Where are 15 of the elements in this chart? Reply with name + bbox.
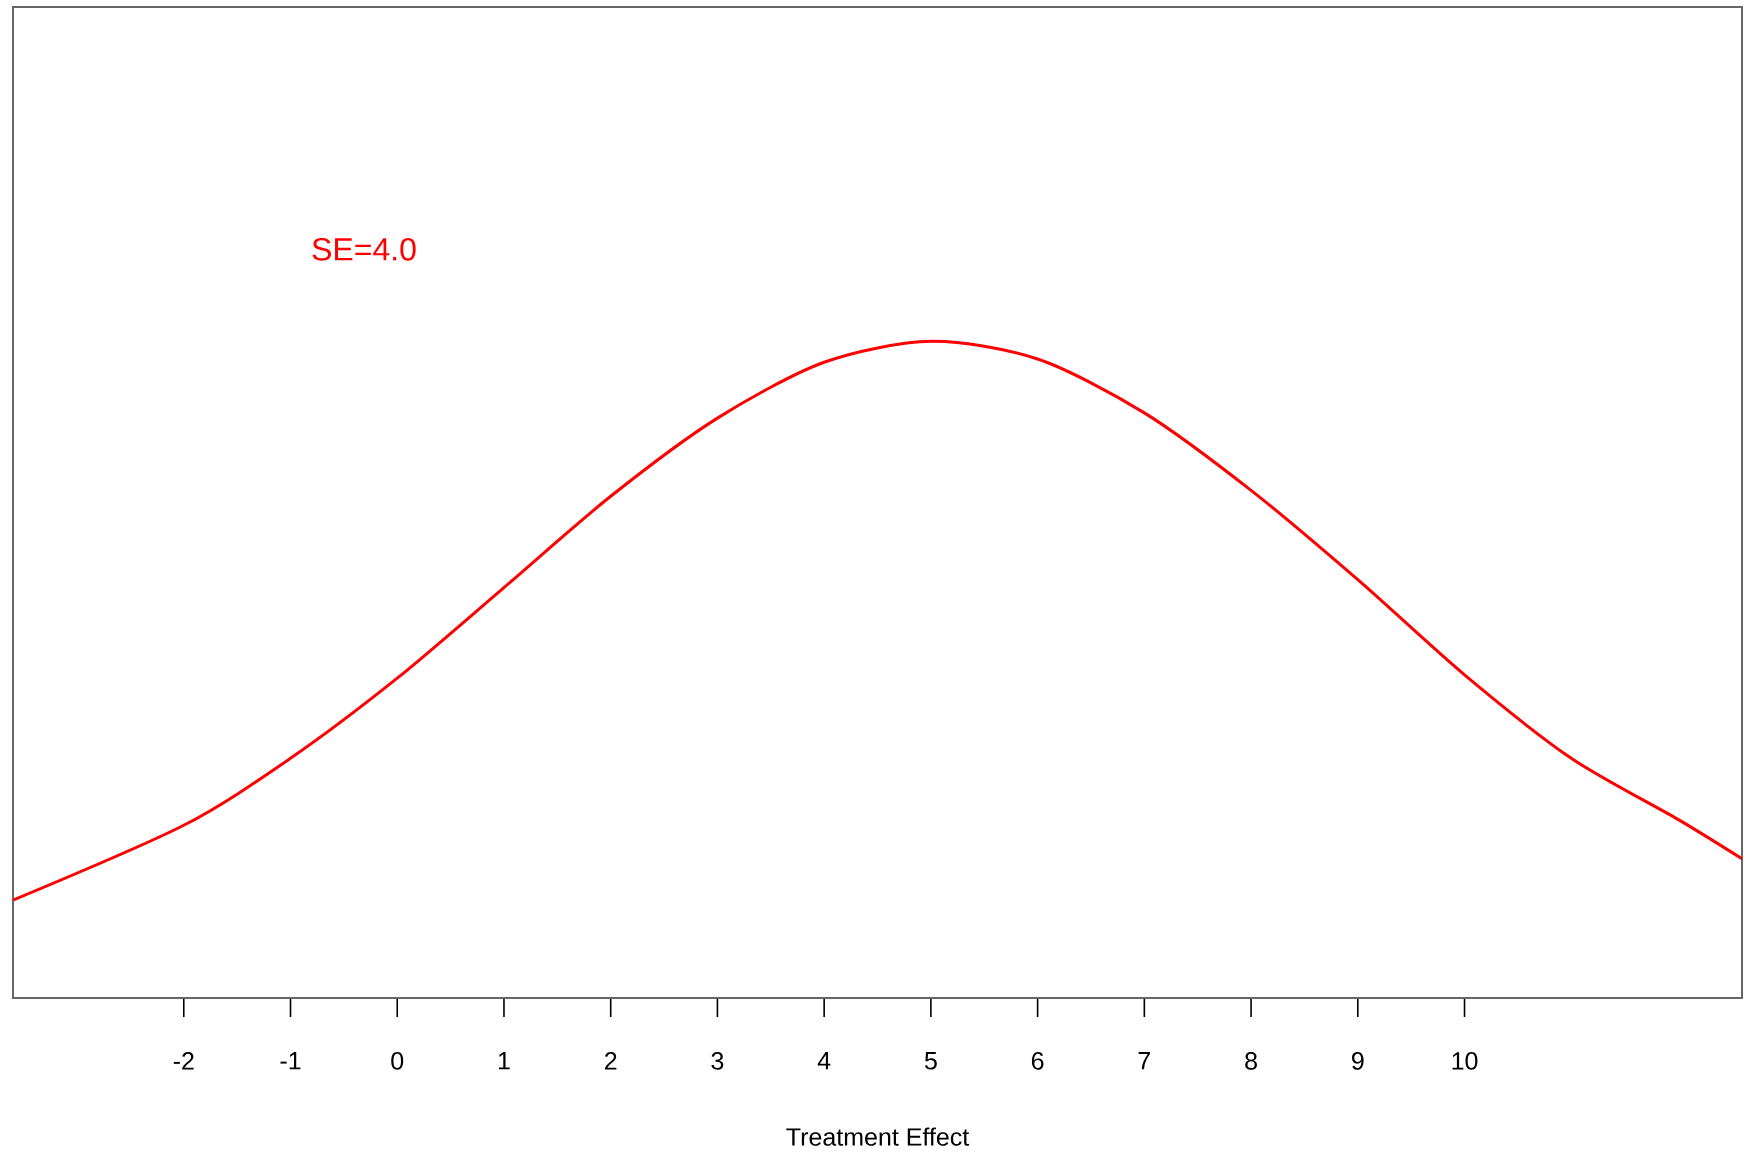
x-tick-label: 6 [1031,1052,1044,1070]
x-tick-label: 1 [498,1052,510,1070]
x-tick-label: 4 [817,1052,831,1070]
x-tick-label: 2 [604,1052,617,1070]
x-tick-label: 10 [1452,1052,1478,1070]
x-tick-label: 0 [391,1052,404,1070]
x-tick-label: 7 [1138,1052,1151,1070]
x-tick-label: -1 [280,1052,301,1070]
x-tick-label: -2 [173,1052,194,1070]
x-tick-label: 5 [924,1052,937,1070]
text: SE=4.0 [312,238,416,261]
x-tick-label: 3 [711,1052,724,1070]
x-tick-label: 8 [1245,1052,1257,1070]
x-tick-label: 9 [1352,1052,1364,1070]
x-axis-title: Treatment Effect [786,1127,970,1146]
